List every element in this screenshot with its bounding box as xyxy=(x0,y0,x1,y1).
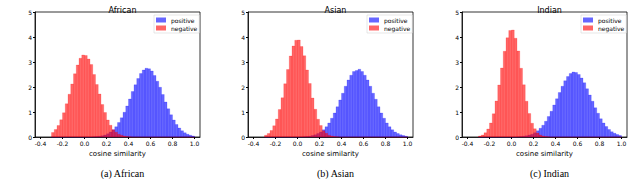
svg-text:negative: negative xyxy=(384,25,411,33)
svg-text:3: 3 xyxy=(241,59,245,66)
svg-text:(a) African: (a) African xyxy=(101,168,145,179)
svg-text:1.0: 1.0 xyxy=(190,140,200,147)
svg-text:0.8: 0.8 xyxy=(595,140,605,147)
svg-text:0: 0 xyxy=(241,134,245,141)
svg-text:4: 4 xyxy=(241,34,245,41)
svg-text:4: 4 xyxy=(28,34,32,41)
svg-text:5: 5 xyxy=(455,9,459,16)
svg-text:0.8: 0.8 xyxy=(381,140,391,147)
svg-text:(c) Indian: (c) Indian xyxy=(530,168,569,179)
svg-text:0.0: 0.0 xyxy=(293,140,303,147)
svg-text:3: 3 xyxy=(28,59,32,66)
svg-text:0.2: 0.2 xyxy=(529,140,539,147)
svg-text:negative: negative xyxy=(171,25,198,33)
svg-text:1.0: 1.0 xyxy=(617,140,627,147)
svg-text:2: 2 xyxy=(28,84,32,91)
svg-text:0.2: 0.2 xyxy=(102,140,112,147)
svg-text:-0.2: -0.2 xyxy=(57,140,69,147)
svg-text:Asian: Asian xyxy=(325,6,347,15)
svg-text:5: 5 xyxy=(28,9,32,16)
svg-text:2: 2 xyxy=(241,84,245,91)
svg-text:0.0: 0.0 xyxy=(507,140,517,147)
svg-text:positive: positive xyxy=(171,17,195,25)
svg-text:1.0: 1.0 xyxy=(403,140,413,147)
svg-text:-0.2: -0.2 xyxy=(270,140,282,147)
svg-text:5: 5 xyxy=(241,9,245,16)
svg-text:2: 2 xyxy=(455,84,459,91)
svg-text:0: 0 xyxy=(455,134,459,141)
svg-text:0: 0 xyxy=(28,134,32,141)
svg-text:Indian: Indian xyxy=(537,6,562,15)
svg-text:negative: negative xyxy=(598,25,625,33)
svg-text:positive: positive xyxy=(598,17,622,25)
svg-text:1: 1 xyxy=(241,109,245,116)
svg-text:0.6: 0.6 xyxy=(359,140,369,147)
svg-text:positive: positive xyxy=(384,17,408,25)
svg-text:0.4: 0.4 xyxy=(551,140,561,147)
svg-text:-0.4: -0.4 xyxy=(462,140,474,147)
svg-text:4: 4 xyxy=(455,34,459,41)
svg-text:0.2: 0.2 xyxy=(315,140,325,147)
svg-text:3: 3 xyxy=(455,59,459,66)
svg-text:0.6: 0.6 xyxy=(146,140,156,147)
svg-text:0.4: 0.4 xyxy=(124,140,134,147)
svg-text:African: African xyxy=(109,6,137,15)
svg-text:0.8: 0.8 xyxy=(168,140,178,147)
svg-text:1: 1 xyxy=(28,109,32,116)
svg-text:cosine similarity: cosine similarity xyxy=(89,150,146,158)
svg-text:-0.2: -0.2 xyxy=(484,140,496,147)
svg-text:-0.4: -0.4 xyxy=(35,140,47,147)
svg-text:0.6: 0.6 xyxy=(573,140,583,147)
svg-text:(b) Asian: (b) Asian xyxy=(317,168,354,179)
svg-text:1: 1 xyxy=(455,109,459,116)
svg-text:cosine similarity: cosine similarity xyxy=(516,150,573,158)
svg-text:0.0: 0.0 xyxy=(80,140,90,147)
svg-text:cosine similarity: cosine similarity xyxy=(302,150,359,158)
svg-text:0.4: 0.4 xyxy=(337,140,347,147)
svg-text:-0.4: -0.4 xyxy=(248,140,260,147)
